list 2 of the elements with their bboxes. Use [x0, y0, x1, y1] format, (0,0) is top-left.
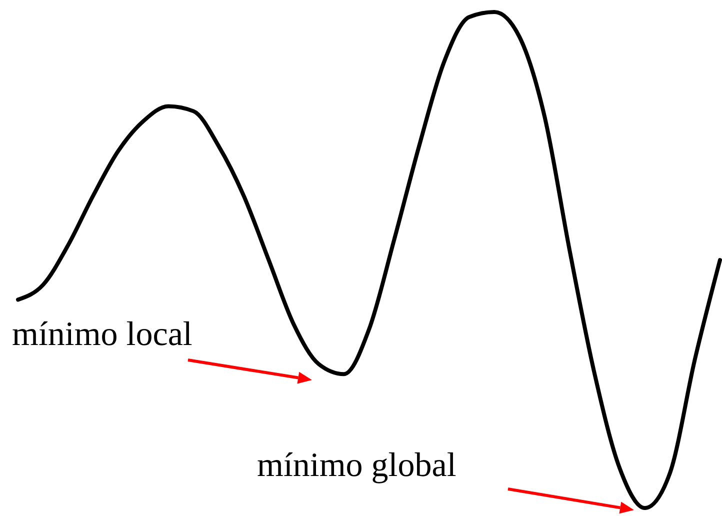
annotation: mínimo global — [257, 447, 456, 484]
annotation: mínimo local — [12, 316, 192, 353]
